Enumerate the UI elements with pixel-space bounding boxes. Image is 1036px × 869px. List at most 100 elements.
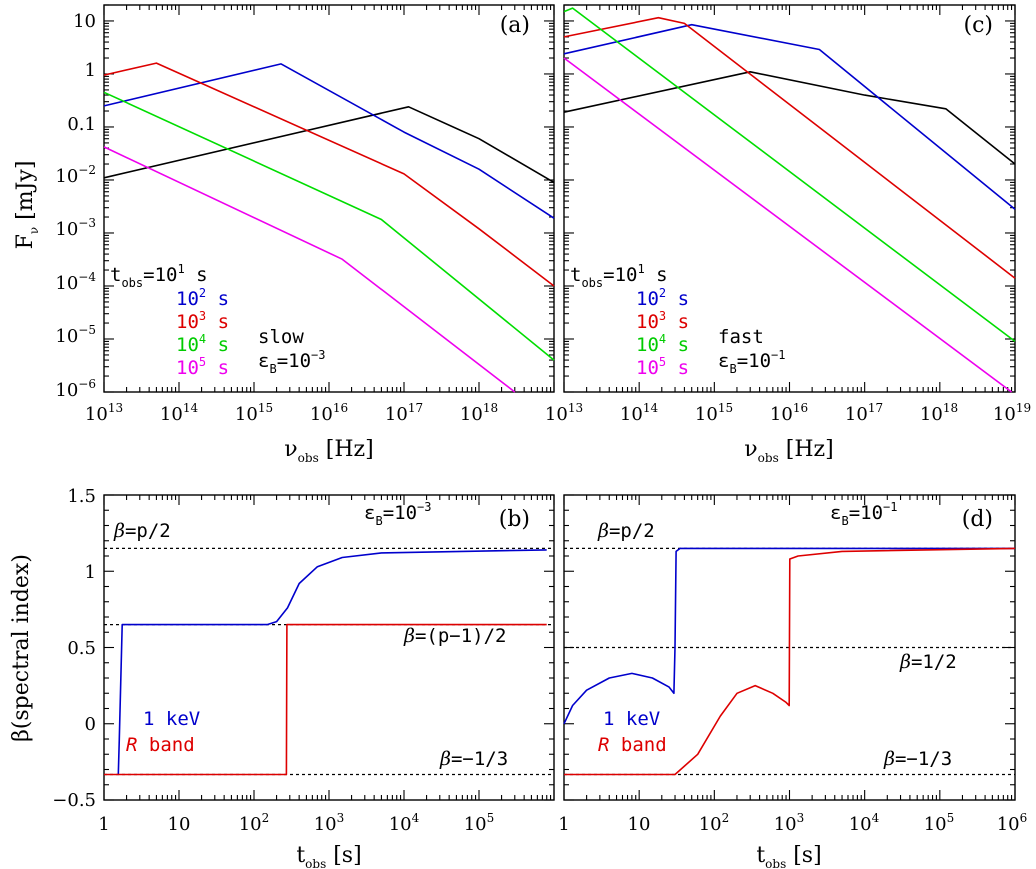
x-axis-label-d: tobs [s] — [756, 843, 821, 869]
series-line-3 — [563, 7, 1016, 343]
series-line-2 — [563, 16, 1016, 279]
ytick-label: 0 — [85, 714, 96, 735]
series-line-4 — [103, 146, 516, 393]
xtick-label: 102 — [699, 811, 730, 835]
panel-b-letter: (b) — [499, 507, 530, 532]
legend-entry-1e1: tobs=101 s — [110, 262, 208, 290]
legend-1kev-b: 1 keV — [143, 708, 200, 730]
panel-c-legend: tobs=101 s 102 s 103 s 104 s 105 s fast … — [570, 262, 785, 379]
annotation-epsilon-d: εB=10−1 — [830, 500, 897, 528]
series-line-0 — [103, 106, 555, 184]
legend-entry-1e3: 103 s — [636, 309, 689, 333]
xtick-label: 1017 — [385, 401, 423, 425]
ytick-label: 1 — [85, 60, 96, 81]
ytick-label: 0.1 — [67, 114, 96, 135]
y-axis-label-flux: Fν [mJy] — [13, 161, 41, 250]
xtick-label: 1013 — [85, 401, 123, 425]
x-axis-label-a: νobs [Hz] — [284, 437, 373, 465]
legend-1kev-d: 1 keV — [603, 708, 660, 730]
xtick-label: 1015 — [235, 401, 273, 425]
legend-entry-1e2: 102 s — [636, 286, 689, 310]
xtick-label: 1 — [558, 814, 569, 835]
ref-label-pm1-over-2: β=(p−1)/2 — [403, 625, 507, 647]
xtick-label: 1017 — [845, 401, 883, 425]
ref-label-minus-third-d: β=−1/3 — [883, 748, 952, 770]
series-line-2 — [103, 62, 555, 287]
ref-label-p-over-2-d: β=p/2 — [597, 520, 655, 542]
series-line-1 — [563, 23, 1016, 210]
xtick-label: 104 — [389, 811, 420, 835]
series-line-0 — [563, 547, 1015, 725]
legend-entry-1e4: 104 s — [636, 332, 689, 356]
series-line-3 — [103, 91, 555, 361]
xtick-label: 103 — [774, 811, 805, 835]
legend-rband-d: R band — [598, 734, 667, 756]
xtick-label: 10 — [628, 814, 651, 835]
xtick-label: 1 — [98, 814, 109, 835]
ytick-label: 1 — [85, 562, 96, 583]
xtick-label: 1013 — [545, 401, 583, 425]
xtick-label: 1018 — [460, 401, 498, 425]
xtick-label: 104 — [849, 811, 880, 835]
xtick-label: 1014 — [620, 401, 659, 425]
xtick-label: 105 — [464, 811, 495, 835]
series-line-1 — [564, 547, 1016, 776]
x-axis-label-c: νobs [Hz] — [744, 437, 833, 465]
panel-d-letter: (d) — [962, 507, 993, 532]
series-line-0 — [563, 71, 1016, 165]
xtick-label: 105 — [924, 811, 955, 835]
series-line-1 — [103, 63, 555, 219]
xtick-label: 102 — [239, 811, 270, 835]
legend-entry-1e3: 103 s — [176, 309, 229, 333]
legend-rband-b: R band — [126, 734, 195, 756]
panel-b-plot — [103, 494, 555, 801]
panel-b-xticks: 1 10 102 103 104 105 — [98, 811, 494, 835]
panel-c-letter: (c) — [964, 13, 994, 38]
ytick-label: 0.5 — [67, 638, 96, 659]
xtick-label: 1016 — [310, 401, 348, 425]
panel-c-xticks: 1013 1014 1015 1016 1017 1018 1019 — [545, 401, 1031, 425]
ref-label-half: β=1/2 — [899, 651, 957, 673]
xtick-label: 1019 — [993, 401, 1031, 425]
panel-a-legend: tobs=101 s 102 s 103 s 104 s 105 s slow … — [110, 262, 325, 379]
legend-entry-1e4: 104 s — [176, 332, 229, 356]
ytick-label: 1.5 — [67, 486, 96, 507]
ytick-label: 10−6 — [55, 377, 96, 401]
series-line-1 — [104, 623, 547, 776]
xtick-label: 1014 — [160, 401, 199, 425]
panel-a-letter: (a) — [500, 13, 530, 38]
xtick-label: 1018 — [920, 401, 958, 425]
panel-d-xticks: 1 10 102 103 104 105 106 — [558, 811, 1027, 835]
xtick-label: 106 — [997, 811, 1028, 835]
ytick-label: 10−4 — [55, 270, 96, 294]
annotation-slow: slow — [258, 326, 304, 348]
panel-a-frame — [103, 4, 555, 393]
xtick-label: 10 — [168, 814, 191, 835]
annotation-epsilon-b: εB=10−3 — [364, 500, 431, 528]
series-line-4 — [563, 57, 1013, 393]
ref-label-minus-third-b: β=−1/3 — [439, 748, 508, 770]
xtick-label: 1016 — [770, 401, 808, 425]
legend-entry-1e5: 105 s — [636, 355, 689, 379]
annotation-fast: fast — [718, 326, 764, 348]
series-line-0 — [117, 549, 547, 775]
ytick-label: −0.5 — [52, 790, 96, 811]
legend-entry-1e5: 105 s — [176, 355, 229, 379]
legend-entry-1e1: tobs=101 s — [570, 262, 668, 290]
xtick-label: 103 — [314, 811, 345, 835]
panel-a-plot — [103, 4, 555, 393]
legend-entry-1e2: 102 s — [176, 286, 229, 310]
xtick-label: 1015 — [695, 401, 733, 425]
annotation-epsilon-c: εB=10−1 — [718, 348, 785, 376]
panel-d-plot — [563, 494, 1016, 801]
ref-label-p-over-2-b: β=p/2 — [113, 520, 171, 542]
panel-a-xticks: 1013 1014 1015 1016 1017 1018 — [85, 401, 498, 425]
ytick-label: 10−3 — [55, 216, 96, 240]
ytick-label: 10 — [73, 11, 96, 32]
x-axis-label-b: tobs [s] — [296, 843, 361, 869]
ytick-label: 10−2 — [55, 163, 96, 187]
annotation-epsilon-a: εB=10−3 — [258, 348, 325, 376]
panel-c-plot — [563, 4, 1016, 393]
ytick-label: 10−5 — [55, 323, 96, 347]
